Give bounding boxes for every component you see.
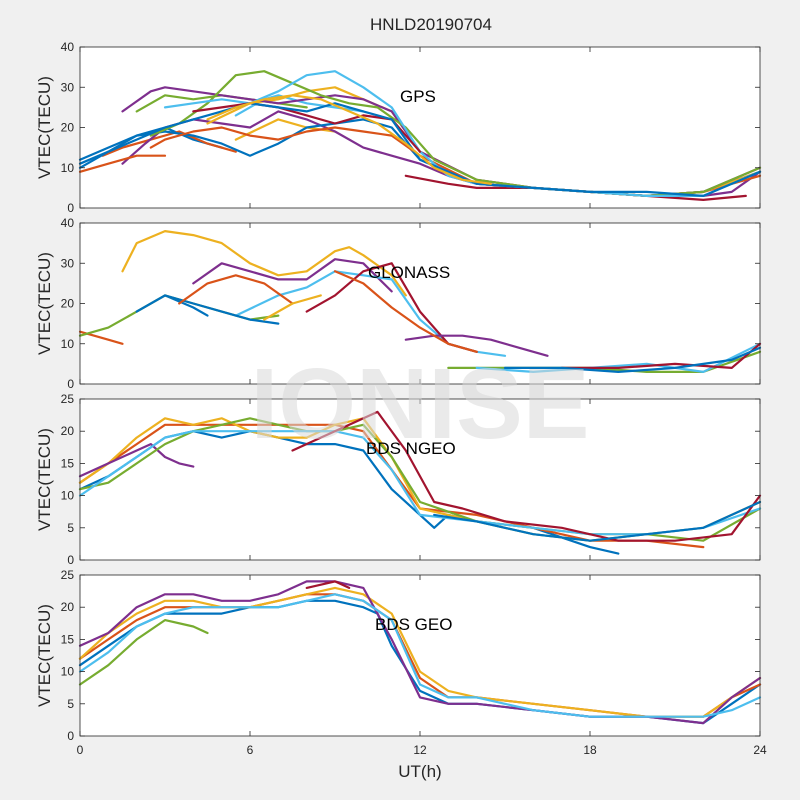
series-line-4 [78,443,195,478]
y-tick-label: 0 [67,553,74,567]
series-line-14 [192,102,422,153]
series-line-16 [78,154,167,173]
series-line-11 [404,334,549,357]
y-tick-label: 10 [61,161,75,175]
y-tick-label: 25 [61,568,75,582]
y-tick-label: 20 [61,424,75,438]
x-tick-label: 0 [77,743,84,757]
panel-label: GPS [400,87,436,106]
series-line-3 [78,586,762,718]
y-tick-label: 5 [67,521,74,535]
series-line-15 [78,102,762,197]
y-tick-label: 40 [61,40,75,54]
y-axis-label: VTEC(TECU) [35,604,54,707]
y-tick-label: 25 [61,392,75,406]
y-tick-label: 10 [61,337,75,351]
panel-plot-area [80,575,760,736]
x-axis-label: UT(h) [398,762,441,781]
y-axis-label: VTEC(TECU) [35,428,54,531]
figure-title: HNLD20190704 [370,15,492,34]
x-tick-label: 6 [247,743,254,757]
watermark-text: IONISE [251,348,590,460]
panel-2: 0 10 20 30 40 VTEC(TECU) GLONASS [35,216,762,391]
x-tick-label: 24 [753,743,767,757]
y-tick-label: 40 [61,216,75,230]
series-line-5 [78,618,209,686]
x-tick-label: 12 [413,743,427,757]
panel-3: 0 5 10 15 20 25 VTEC(TECU) BDS NGEO [35,392,762,567]
y-tick-label: 20 [61,600,75,614]
series-line-17 [206,94,492,185]
y-tick-label: 10 [61,665,75,679]
series-line-7 [305,580,351,590]
series-line-14 [560,342,762,369]
series-line-8 [433,500,762,542]
series-line-16 [333,270,478,353]
panel-4: 0 5 10 15 20 25 0 6 12 18 24 VTEC(TECU) BDS GEO [35,568,767,757]
series-line-10 [263,294,322,321]
series-line-3 [121,230,407,297]
series-line-9 [178,274,294,305]
y-tick-label: 15 [61,456,75,470]
y-tick-label: 30 [61,256,75,270]
y-tick-label: 20 [61,121,75,135]
y-tick-label: 5 [67,697,74,711]
series-line-6 [78,593,762,718]
series-line-8 [135,294,280,325]
series-line-7 [291,410,762,542]
y-axis-label: VTEC(TECU) [35,252,54,355]
y-tick-label: 10 [61,489,75,503]
panel-plot-area [80,47,760,208]
series-line-4 [192,258,393,293]
panel-1: 0 10 20 30 40 VTEC(TECU) GPS [35,40,762,215]
series-line-13 [163,70,762,197]
y-tick-label: 15 [61,632,75,646]
y-tick-label: 0 [67,729,74,743]
series-line-2 [101,130,237,157]
panel-label: BDS NGEO [366,439,456,458]
y-tick-label: 30 [61,80,75,94]
series-line-15 [503,346,762,373]
y-tick-label: 0 [67,377,74,391]
panels: 0 10 20 30 40 VTEC(TECU) GPS 0 10 20 30 40 VTEC(TECU… [35,40,767,757]
y-tick-label: 20 [61,297,75,311]
y-tick-label: 0 [67,201,74,215]
panel-label: GLONASS [368,263,450,282]
panel-label: BDS GEO [375,615,452,634]
x-tick-label: 18 [583,743,597,757]
y-axis-label: VTEC(TECU) [35,76,54,179]
